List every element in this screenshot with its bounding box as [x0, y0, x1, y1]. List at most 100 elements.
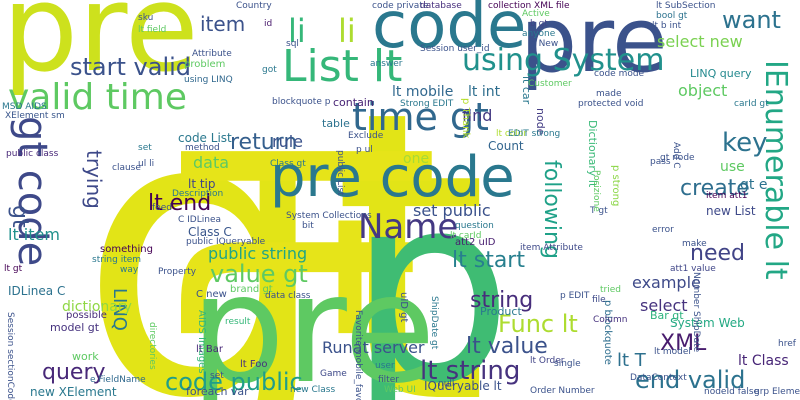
word: create: [680, 176, 750, 201]
word: gt e: [740, 177, 768, 193]
word: sql: [286, 39, 299, 49]
word: EDIT strong: [508, 129, 561, 139]
word: error: [652, 225, 674, 235]
word: Web UI: [384, 385, 416, 395]
word: user: [375, 361, 395, 371]
word: blockquote p: [272, 97, 331, 107]
word: brand gt: [230, 284, 273, 295]
word: possible: [66, 310, 107, 321]
word: lt Class: [738, 353, 789, 369]
word: pre: [520, 0, 668, 93]
word: T gt: [590, 206, 608, 216]
word: pre code: [270, 145, 515, 210]
word: set: [138, 143, 152, 153]
word: rule: [272, 132, 304, 151]
word: trying: [82, 150, 106, 209]
word: null: [438, 379, 455, 389]
word: lt carId: [450, 231, 482, 241]
word: C IDLinea: [178, 215, 222, 225]
word: LINQ query: [690, 67, 752, 80]
word: p ul: [356, 145, 373, 155]
word: Customer: [528, 79, 572, 89]
word: Country: [236, 1, 272, 11]
word: carId gt: [734, 99, 769, 109]
word: got: [262, 65, 277, 75]
word: Exclude: [348, 131, 384, 141]
word: question: [455, 221, 494, 231]
word: new Class: [290, 385, 336, 395]
word: work: [72, 350, 99, 363]
word: lt end: [148, 191, 212, 216]
word: item att1: [706, 191, 748, 201]
word: li: [338, 12, 356, 50]
word: public List: [335, 150, 345, 196]
word: Number ShipDate: [691, 272, 701, 353]
word: li: [288, 12, 306, 50]
word: lt field: [138, 25, 167, 35]
word: Bar gt: [650, 309, 684, 322]
word: public class: [6, 149, 59, 159]
word: filter: [378, 375, 399, 385]
word: data class: [265, 291, 311, 301]
word: lt Order: [530, 356, 565, 366]
word: using System: [462, 43, 665, 78]
word: answer: [370, 59, 403, 69]
word: collection XML file: [488, 1, 570, 11]
word: item: [200, 12, 246, 36]
word: way: [120, 265, 139, 275]
word: System Web: [670, 316, 745, 330]
word: sku: [138, 13, 154, 23]
word: example: [632, 273, 701, 292]
word: make: [682, 239, 707, 249]
word: using LINQ: [184, 75, 233, 85]
word: List lt: [282, 41, 403, 92]
word: href: [778, 339, 796, 349]
word: Active: [522, 9, 550, 19]
word: method: [185, 143, 220, 153]
word: System Collections: [286, 211, 372, 221]
word: bit: [302, 221, 314, 231]
word: time gt: [352, 95, 489, 139]
word: use: [720, 159, 745, 175]
word: ShipDate gt: [429, 296, 439, 350]
word: Description: [172, 189, 224, 199]
word: Product: [480, 305, 522, 318]
word: lt start: [452, 248, 525, 273]
word: p: [348, 139, 514, 400]
word: pass: [650, 157, 671, 167]
word: start valid: [70, 53, 192, 81]
word: att1 value: [670, 264, 716, 274]
word: foreach var: [186, 385, 249, 398]
word: p EDIT: [560, 291, 590, 301]
word: Strong EDIT: [400, 99, 454, 109]
word: data: [193, 153, 230, 172]
word: result: [225, 317, 251, 327]
word: Attribute: [192, 49, 232, 59]
word: bool gt: [656, 11, 688, 21]
word: dictionary: [62, 299, 132, 315]
word: p Thank: [460, 98, 471, 139]
word: IQueryable lt: [424, 379, 502, 393]
word: select new: [657, 32, 743, 51]
word: file: [592, 295, 606, 305]
word: Session sectionCode: [5, 312, 15, 400]
word: XML: [660, 331, 707, 356]
word: e FieldName: [90, 375, 146, 385]
word: code mode: [594, 69, 645, 79]
word: Column: [593, 315, 628, 325]
word: directories: [147, 322, 157, 370]
word: IEnumerable lt: [758, 60, 793, 280]
word: b gt: [530, 19, 548, 29]
word: lt string: [420, 356, 521, 386]
word: contain: [333, 96, 374, 109]
word: Favorite mobile_favorites: [353, 310, 363, 400]
word: Class C: [188, 225, 232, 239]
word: lt Foo: [240, 359, 268, 370]
word: Func lt: [498, 310, 578, 338]
word: public string: [208, 244, 308, 263]
word: object: [678, 81, 728, 100]
word: code List: [178, 131, 232, 145]
word: set: [210, 371, 224, 381]
word: valid time: [8, 77, 187, 118]
